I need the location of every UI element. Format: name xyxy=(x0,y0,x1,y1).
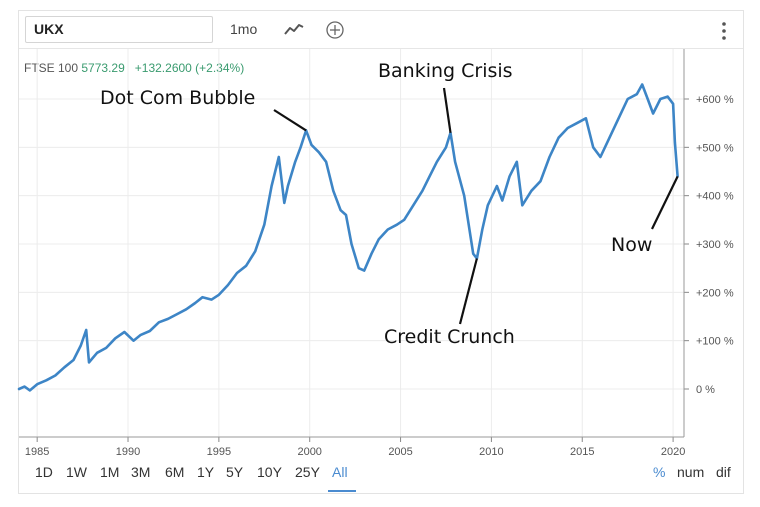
range-button-10y[interactable]: 10Y xyxy=(257,464,282,480)
ftse-series-line xyxy=(17,83,679,392)
y-tick-label: +600 % xyxy=(696,94,734,106)
symbol-input[interactable]: UKX xyxy=(25,16,213,43)
x-tick-label: 2000 xyxy=(297,446,321,458)
annotation-pointer-now xyxy=(651,175,679,230)
x-tick-label: 2005 xyxy=(388,446,412,458)
toolbar: UKX 1mo xyxy=(19,11,743,49)
y-tick-label: +200 % xyxy=(696,287,734,299)
range-button-1y[interactable]: 1Y xyxy=(197,464,215,480)
plus-circle-icon[interactable] xyxy=(324,19,346,41)
range-bar: 1D 1W 1M 3M 6M 1Y 5Y 10Y 25Y All% num dif xyxy=(19,457,743,493)
annotation-now: Now xyxy=(611,234,653,256)
annotation-pointer-banking xyxy=(442,87,452,133)
mode-button-dif[interactable]: dif xyxy=(716,464,731,480)
range-button-6m[interactable]: 6M xyxy=(165,464,185,480)
interval-selector[interactable]: 1mo xyxy=(230,21,258,37)
mode-button-num[interactable]: num xyxy=(677,464,705,480)
y-tick-label: +400 % xyxy=(696,191,734,203)
line-chart-icon[interactable] xyxy=(283,19,305,41)
range-button-25y[interactable]: 25Y xyxy=(295,464,320,480)
range-button-1d[interactable]: 1D xyxy=(35,464,53,480)
y-tick-label: +100 % xyxy=(696,336,734,348)
y-tick-label: +500 % xyxy=(696,142,734,154)
y-tick-label: 0 % xyxy=(696,384,715,396)
annotation-dot-com: Dot Com Bubble xyxy=(100,87,256,109)
range-button-all[interactable]: All xyxy=(332,464,348,480)
x-tick-label: 1995 xyxy=(207,446,231,458)
x-tick-label: 2015 xyxy=(570,446,594,458)
annotation-credit: Credit Crunch xyxy=(384,326,515,348)
range-button-1m[interactable]: 1M xyxy=(100,464,120,480)
x-tick-label: 2010 xyxy=(479,446,503,458)
x-tick-label: 1990 xyxy=(116,446,140,458)
index-price: 5773.29 xyxy=(81,61,125,75)
x-tick-label: 1985 xyxy=(25,446,49,458)
annotation-pointer-dot-com xyxy=(273,109,307,132)
active-range-indicator xyxy=(328,490,356,492)
annotation-pointer-credit xyxy=(458,258,478,325)
range-button-5y[interactable]: 5Y xyxy=(226,464,244,480)
range-button-1w[interactable]: 1W xyxy=(66,464,87,480)
mode-button-percent[interactable]: % xyxy=(653,464,666,480)
kebab-menu-icon[interactable] xyxy=(721,21,727,41)
annotation-banking: Banking Crisis xyxy=(378,60,513,82)
y-tick-label: +300 % xyxy=(696,239,734,251)
range-button-3m[interactable]: 3M xyxy=(131,464,151,480)
x-tick-label: 2020 xyxy=(661,446,685,458)
index-change: +132.2600 (+2.34%) xyxy=(134,61,245,75)
